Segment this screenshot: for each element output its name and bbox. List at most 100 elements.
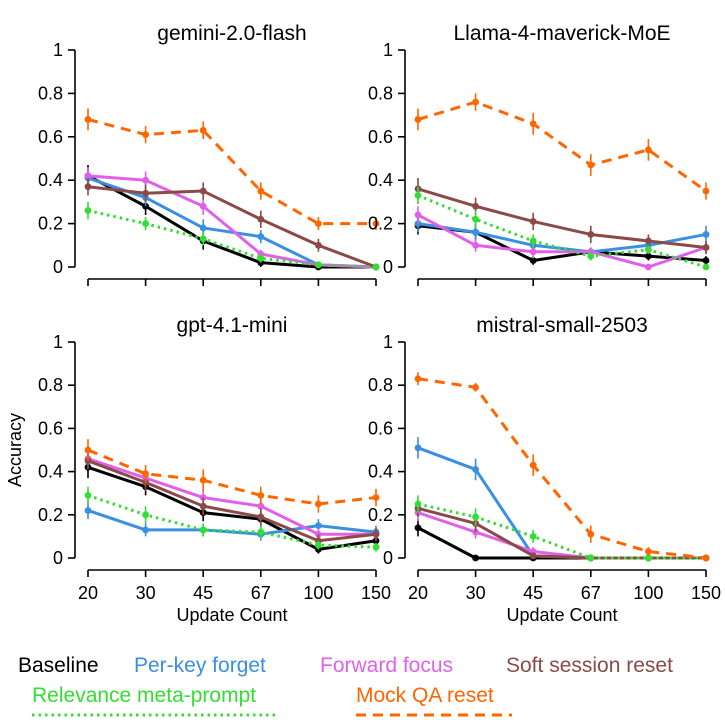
series-line [87,209,377,269]
x-tick-label: 45 [523,583,543,603]
data-point [257,491,265,499]
data-point [257,513,265,521]
data-point [84,183,92,191]
data-point [257,528,265,536]
y-tick-label: 0.8 [368,375,393,395]
data-point [372,543,380,551]
data-point [414,191,422,199]
data-point [645,548,652,555]
x-tick-label: 67 [251,583,271,603]
series-mock-qa-reset [414,93,710,200]
data-point [472,513,479,521]
data-point [472,202,479,210]
y-tick-label: 0 [383,257,393,277]
x-axis-label: Update Count [506,605,617,625]
data-point [142,202,150,210]
data-point [472,241,479,249]
data-point [414,375,422,383]
data-point [199,202,207,210]
data-point [372,494,380,501]
legend-mock-qa-reset: Mock QA reset [356,684,494,707]
data-point [257,215,265,223]
series-line [417,213,707,269]
data-point [84,491,92,499]
x-tick-label: 67 [581,583,601,603]
y-tick-label: 0.2 [38,214,63,234]
series-baseline [84,165,380,271]
data-point [414,116,422,123]
series-line [417,502,706,560]
y-tick-label: 1 [383,332,393,352]
series-line [87,448,377,506]
data-point [529,120,537,128]
data-point [587,161,595,169]
chart-legend: Baseline Per-key forget Forward focus Soft … [18,654,673,717]
y-tick-label: 0.8 [38,83,63,103]
data-point [414,500,422,508]
y-tick-label: 0 [383,548,393,568]
data-point [645,252,652,260]
data-point [587,252,595,260]
series-line [87,465,377,551]
panel-title: gemini-2.0-flash [157,22,306,45]
y-tick-label: 0.6 [368,127,393,147]
data-point [142,176,150,184]
data-point [529,257,537,264]
panel-llama-4-maverick-moe: Llama-4-maverick-MoE 0 0.2 0.4 0.6 0.8 1 [368,22,710,286]
chart-panels: gemini-2.0-flash00.20.40.60.81Llama-4-ma… [5,22,721,625]
series-line [87,174,376,269]
data-point [199,235,207,243]
data-point [529,218,537,225]
series-relevance-meta-prompt [84,486,380,552]
data-point [702,231,710,238]
y-tick-label: 1 [53,332,63,352]
data-point [414,524,422,532]
data-point [84,116,92,123]
data-point [414,444,422,452]
data-point [315,241,322,249]
series-soft-session-reset [84,178,380,271]
y-tick-label: 0.6 [38,418,63,438]
data-point [529,461,537,469]
data-point [199,476,207,484]
series-line [87,509,377,536]
series-mock-qa-reset [84,108,380,231]
data-point [315,541,322,549]
data-point [199,187,207,195]
data-point [372,530,380,538]
series-line [87,457,376,536]
legend-relevance-meta-prompt: Relevance meta-prompt [32,684,256,707]
x-tick-label: 45 [193,583,213,603]
panel-gemini-2-0-flash: gemini-2.0-flash 0 0.2 0.4 0.6 0.8 1 [38,22,380,286]
y-tick-label: 0.4 [38,170,63,190]
panel-mistral-small-2503: mistral-small-2503 0 0.2 0.4 0.6 0.8 1 20 30 45 67… [368,314,721,625]
series-forward-focus [414,504,710,562]
x-tick-label: 20 [408,583,428,603]
data-point [257,254,265,262]
legend-forward-focus: Forward focus [320,654,453,677]
data-point [529,237,537,245]
data-point [702,263,710,271]
x-axis-label: Update Count [176,605,287,625]
data-point [645,146,652,154]
data-point [702,257,710,264]
data-point [84,172,92,180]
data-point [315,261,322,269]
y-tick-label: 0 [53,548,63,568]
series-line [87,117,376,226]
legend-per-key-forget: Per-key forget [134,654,266,677]
data-point [257,502,265,510]
series-line [87,459,377,543]
data-point [472,383,479,391]
data-point [472,228,479,236]
x-tick-label: 30 [466,583,486,603]
y-tick-label: 0.6 [368,418,393,438]
data-point [372,220,380,228]
y-tick-label: 0.8 [38,375,63,395]
y-tick-label: 0.6 [38,127,63,147]
data-point [142,131,150,139]
data-point [84,507,92,514]
data-point [84,446,92,454]
data-point [529,248,537,256]
